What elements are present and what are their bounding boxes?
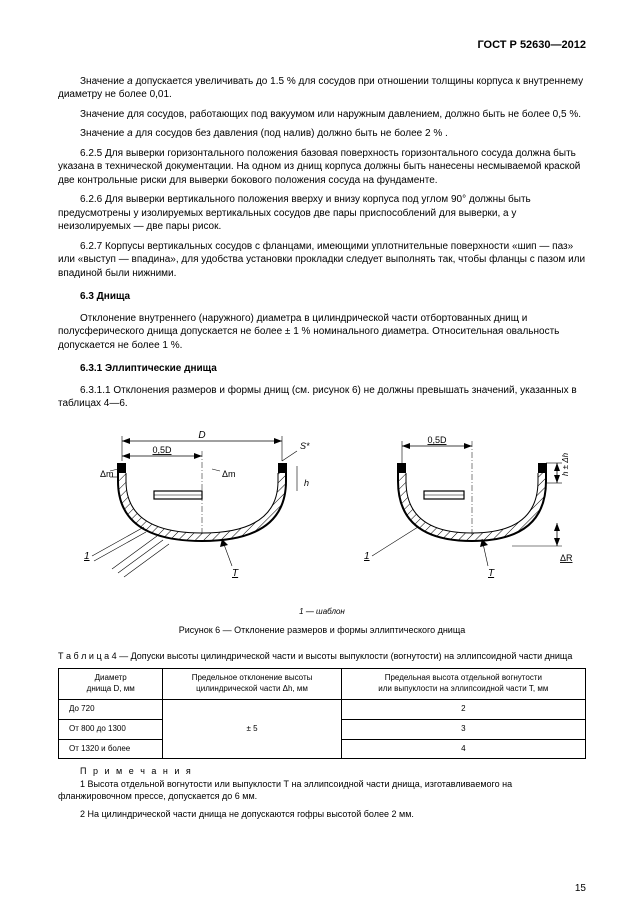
note-1: 1 Высота отдельной вогнутости или выпукл… bbox=[58, 778, 586, 802]
p1a: Значение bbox=[80, 76, 127, 87]
p1b: допускается увеличивать до 1.5 % для сос… bbox=[58, 76, 583, 101]
figure-note: 1 — шаблон bbox=[58, 607, 586, 618]
para-2: Значение для сосудов, работающих под вак… bbox=[58, 108, 586, 122]
p3b: для сосудов без давления (под налив) дол… bbox=[133, 128, 448, 139]
p3a: Значение bbox=[80, 128, 127, 139]
table4-caption: Т а б л и ц а 4 — Допуски высоты цилиндр… bbox=[58, 650, 586, 662]
section-6-3: 6.3 Днища bbox=[80, 290, 586, 304]
para-4: 6.2.5 Для выверки горизонтального положе… bbox=[58, 147, 586, 188]
table-4: Диаметр днища D, мм Предельное отклонени… bbox=[58, 668, 586, 759]
dim-halfD-right: 0,5D bbox=[427, 435, 447, 445]
dim-halfD-left: 0,5D bbox=[152, 445, 172, 455]
label-1-right: 1 bbox=[364, 551, 370, 562]
th-T: Предельная высота отдельной вогнутости и… bbox=[341, 669, 585, 700]
dim-dR: ΔR bbox=[560, 553, 573, 563]
dim-h-left: h bbox=[304, 478, 309, 488]
para-8: 6.3.1.1 Отклонения размеров и формы днищ… bbox=[58, 384, 586, 411]
th-diameter: Диаметр днища D, мм bbox=[59, 669, 163, 700]
dim-s: S* bbox=[300, 441, 310, 451]
para-3: Значение а для сосудов без давления (под… bbox=[58, 127, 586, 141]
label-1-left: 1 bbox=[84, 551, 90, 562]
table-row: До 720 ± 5 2 bbox=[59, 700, 586, 720]
note-2: 2 На цилиндрической части днища не допус… bbox=[58, 808, 586, 820]
dim-dm2: Δm bbox=[222, 469, 236, 479]
table4-notes: П р и м е ч а н и я 1 Высота отдельной в… bbox=[58, 765, 586, 820]
figure-6: D 0,5D S* bbox=[58, 421, 586, 636]
th-dh: Предельное отклонение высоты цилиндричес… bbox=[163, 669, 341, 700]
dim-D: D bbox=[198, 430, 205, 441]
standard-header: ГОСТ Р 52630—2012 bbox=[58, 38, 586, 53]
section-6-3-1: 6.3.1 Эллиптические днища bbox=[80, 362, 586, 376]
dim-T-left: T bbox=[232, 568, 239, 579]
para-1: Значение а допускается увеличивать до 1.… bbox=[58, 75, 586, 102]
para-6: 6.2.7 Корпусы вертикальных сосудов с фла… bbox=[58, 240, 586, 281]
para-7: Отклонение внутреннего (наружного) диаме… bbox=[58, 312, 586, 353]
figure-caption: Рисунок 6 — Отклонение размеров и формы … bbox=[58, 624, 586, 636]
page-number: 15 bbox=[575, 882, 586, 896]
dim-T-right: T bbox=[488, 568, 495, 579]
notes-title: П р и м е ч а н и я bbox=[80, 765, 586, 777]
dim-hdh: h ± Δh bbox=[561, 452, 570, 476]
para-5: 6.2.6 Для выверки вертикального положени… bbox=[58, 193, 586, 234]
